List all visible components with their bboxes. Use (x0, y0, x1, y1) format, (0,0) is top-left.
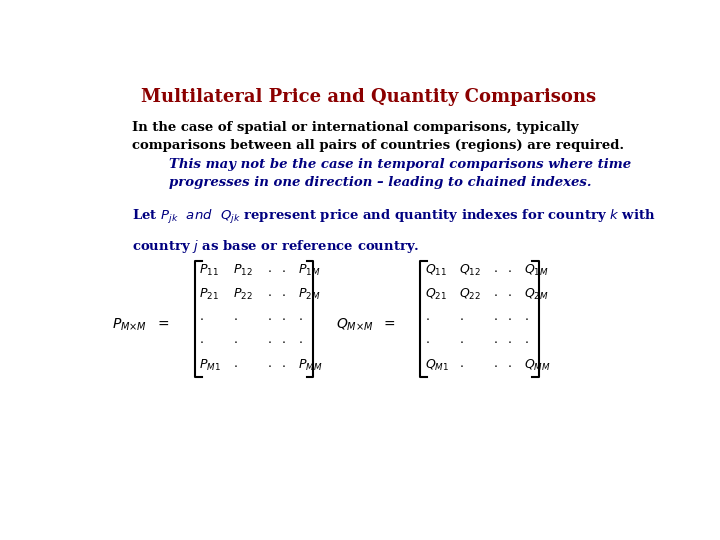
Text: $\cdot$: $\cdot$ (282, 288, 286, 301)
Text: $\cdot$: $\cdot$ (267, 359, 271, 372)
Text: $\cdot$: $\cdot$ (508, 335, 512, 348)
Text: $\cdot$: $\cdot$ (508, 264, 512, 277)
Text: $\cdot$: $\cdot$ (267, 288, 271, 301)
Text: $\cdot$: $\cdot$ (508, 359, 512, 372)
Text: $\cdot$: $\cdot$ (199, 335, 204, 348)
Text: $Q_{2M}$: $Q_{2M}$ (524, 287, 549, 302)
Text: $P_{M1}$: $P_{M1}$ (199, 358, 220, 373)
Text: $\cdot$: $\cdot$ (459, 359, 464, 372)
Text: $\cdot$: $\cdot$ (199, 312, 204, 325)
Text: $\cdot$: $\cdot$ (298, 312, 302, 325)
Text: $\cdot$: $\cdot$ (524, 312, 528, 325)
Text: $\cdot$: $\cdot$ (459, 335, 464, 348)
Text: $Q_{22}$: $Q_{22}$ (459, 287, 482, 302)
Text: $\cdot$: $\cdot$ (267, 264, 271, 277)
Text: $\cdot$: $\cdot$ (508, 288, 512, 301)
Text: $P_{21}$: $P_{21}$ (199, 287, 219, 302)
Text: country $\mathit{j}$ as base or reference country.: country $\mathit{j}$ as base or referenc… (132, 238, 420, 255)
Text: This may not be the case in temporal comparisons where time
        progresses i: This may not be the case in temporal com… (132, 158, 631, 190)
Text: $P_{1M}$: $P_{1M}$ (298, 263, 320, 278)
Text: Let $\mathbf{\it{P}_{jk}}$  $\mathit{and}$  $\mathbf{\it{Q}_{jk}}$ represent pri: Let $\mathbf{\it{P}_{jk}}$ $\mathit{and}… (132, 208, 655, 226)
Text: $\cdot$: $\cdot$ (282, 359, 286, 372)
Text: $\cdot$: $\cdot$ (493, 288, 498, 301)
Text: $\cdot$: $\cdot$ (493, 335, 498, 348)
Text: $P_{22}$: $P_{22}$ (233, 287, 253, 302)
Text: $\cdot$: $\cdot$ (267, 335, 271, 348)
Text: $\cdot$: $\cdot$ (493, 312, 498, 325)
Text: $\cdot$: $\cdot$ (493, 264, 498, 277)
Text: $Q_{11}$: $Q_{11}$ (425, 263, 447, 278)
Text: $Q_{12}$: $Q_{12}$ (459, 263, 482, 278)
Text: $\cdot$: $\cdot$ (233, 335, 238, 348)
Text: $P_{M{\times}M}$  $=$: $P_{M{\times}M}$ $=$ (112, 316, 170, 333)
Text: $P_{2M}$: $P_{2M}$ (298, 287, 320, 302)
Text: $\cdot$: $\cdot$ (298, 335, 302, 348)
Text: $\cdot$: $\cdot$ (282, 264, 286, 277)
Text: $Q_{M1}$: $Q_{M1}$ (425, 358, 449, 373)
Text: $Q_{MM}$: $Q_{MM}$ (524, 358, 551, 373)
Text: $Q_{M{\times}M}$  $=$: $Q_{M{\times}M}$ $=$ (336, 316, 395, 333)
Text: Multilateral Price and Quantity Comparisons: Multilateral Price and Quantity Comparis… (141, 87, 597, 106)
Text: $\cdot$: $\cdot$ (282, 312, 286, 325)
Text: $P_{12}$: $P_{12}$ (233, 263, 253, 278)
Text: $\cdot$: $\cdot$ (425, 335, 429, 348)
Text: $\cdot$: $\cdot$ (493, 359, 498, 372)
Text: $Q_{21}$: $Q_{21}$ (425, 287, 447, 302)
Text: In the case of spatial or international comparisons, typically
comparisons betwe: In the case of spatial or international … (132, 121, 624, 152)
Text: $\cdot$: $\cdot$ (508, 312, 512, 325)
Text: $\cdot$: $\cdot$ (233, 359, 238, 372)
Text: $\cdot$: $\cdot$ (233, 312, 238, 325)
Text: $P_{11}$: $P_{11}$ (199, 263, 219, 278)
Text: $P_{MM}$: $P_{MM}$ (298, 358, 323, 373)
Text: $\cdot$: $\cdot$ (267, 312, 271, 325)
Text: $\cdot$: $\cdot$ (459, 312, 464, 325)
Text: $Q_{1M}$: $Q_{1M}$ (524, 263, 549, 278)
Text: $\cdot$: $\cdot$ (282, 335, 286, 348)
Text: $\cdot$: $\cdot$ (425, 312, 429, 325)
Text: $\cdot$: $\cdot$ (524, 335, 528, 348)
